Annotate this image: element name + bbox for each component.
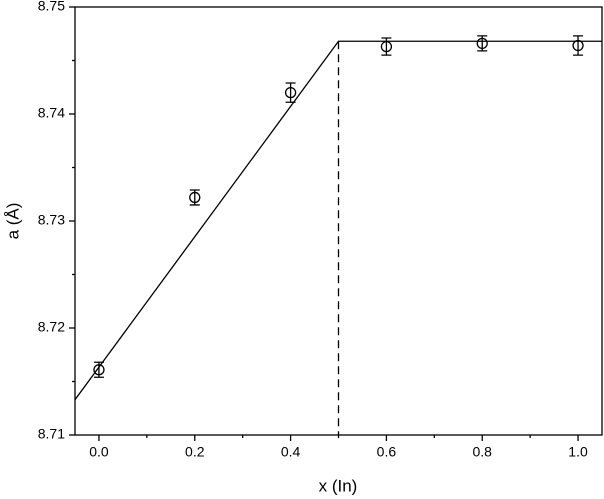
x-tick-label: 0.6 [377,444,397,460]
x-tick-label: 0.0 [89,444,109,460]
data-point [93,364,105,376]
x-tick-label: 0.8 [472,444,492,460]
y-tick-label: 8.72 [38,319,65,335]
data-point [380,40,393,53]
x-tick-label: 1.0 [568,444,588,460]
x-axis-label: x (In) [319,476,358,495]
y-axis-label: a (Å) [3,203,22,240]
error-bar [381,37,392,56]
y-tick-label: 8.75 [38,0,65,14]
x-tick-label: 0.4 [281,444,301,460]
data-point [476,37,488,50]
y-tick-label: 8.71 [38,426,65,442]
error-bar [573,35,584,56]
y-tick-label: 8.73 [38,212,65,228]
y-tick-label: 8.74 [38,105,65,121]
data-point [189,191,201,204]
x-tick-label: 0.2 [185,444,205,460]
error-bar [285,82,296,103]
data-point [572,39,584,52]
data-point [284,86,297,99]
